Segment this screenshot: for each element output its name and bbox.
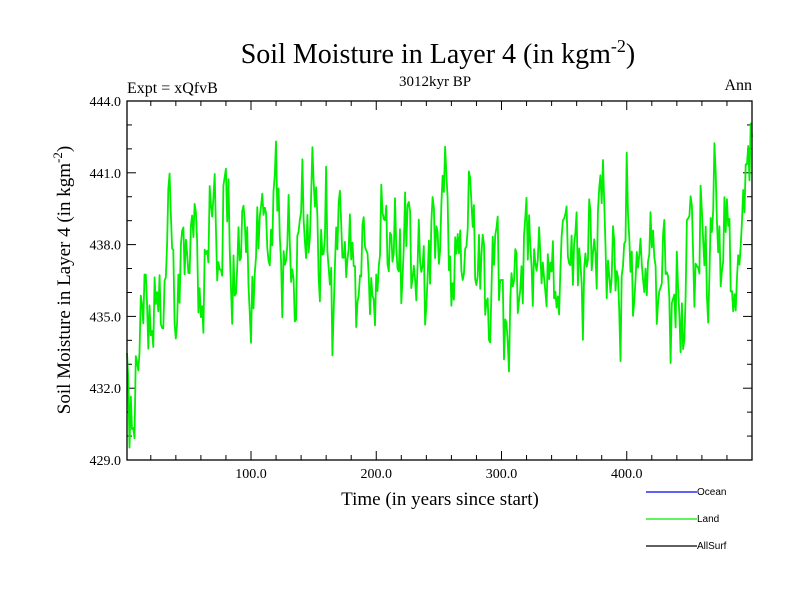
series-line-land [126,122,753,449]
experiment-label: Expt = xQfvB [127,80,218,97]
x-tick-label: 300.0 [486,467,518,482]
x-tick-label: 100.0 [235,467,267,482]
x-axis-label: Time (in years since start) [341,489,539,510]
legend-label-allsurf: AllSurf [697,541,727,552]
legend-label-ocean: Ocean [697,487,726,498]
x-tick-label: 400.0 [611,467,643,482]
season-label: Ann [724,77,752,94]
axis-ticks: 100.0 200.0 300.0 400.0 429.0 432.0 435.0 438.0… [90,95,752,482]
y-tick-label: 429.0 [90,454,122,469]
y-tick-label: 435.0 [90,310,122,325]
y-axis-label: Soil Moisture in Layer 4 (in kgm-2) [50,146,75,414]
y-tick-label: 432.0 [90,382,122,397]
y-tick-label: 438.0 [90,239,122,254]
y-tick-label: 441.0 [90,167,122,182]
legend: Ocean Land AllSurf [646,487,727,552]
y-tick-label: 444.0 [90,95,122,110]
chart-subtitle: 3012kyr BP [399,74,471,90]
chart-title: Soil Moisture in Layer 4 (in kgm-2) [241,36,636,70]
legend-label-land: Land [697,514,719,525]
series-layer [126,122,753,449]
x-tick-label: 200.0 [360,467,392,482]
plot-frame [126,100,753,461]
